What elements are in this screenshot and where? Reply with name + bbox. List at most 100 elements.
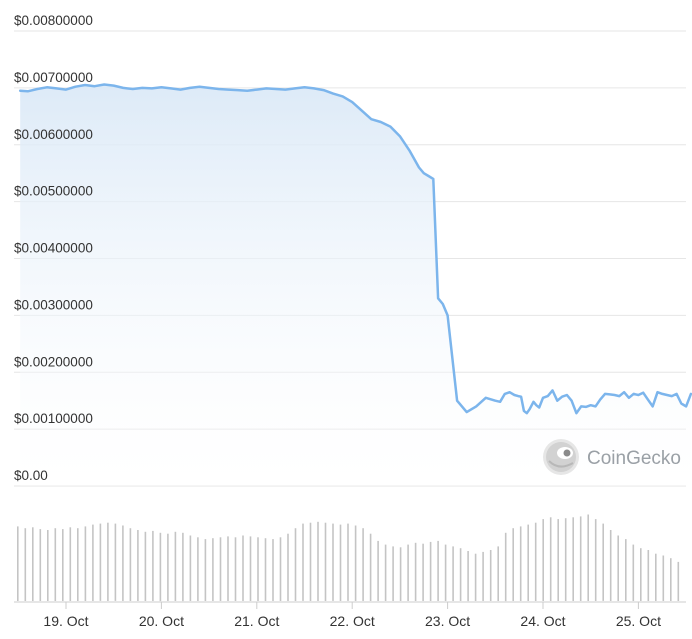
volume-bar bbox=[640, 548, 642, 601]
volume-bar bbox=[99, 523, 102, 601]
volume-bar bbox=[519, 526, 522, 601]
volume-bar bbox=[317, 521, 319, 601]
price-area-fill bbox=[20, 84, 691, 486]
volume-bar bbox=[429, 541, 432, 601]
volume-bar bbox=[452, 546, 454, 601]
x-tick-label: 25. Oct bbox=[616, 613, 661, 629]
volume-bar bbox=[272, 539, 274, 601]
volume-bar bbox=[174, 531, 177, 601]
volume-bar bbox=[54, 528, 57, 601]
volume-bar bbox=[167, 533, 169, 601]
volume-bar bbox=[279, 537, 282, 601]
volume-bar bbox=[354, 525, 357, 601]
volume-bar bbox=[39, 529, 42, 601]
x-tick-label: 20. Oct bbox=[139, 613, 184, 629]
volume-bar bbox=[182, 532, 184, 602]
volume-bar bbox=[32, 527, 34, 601]
volume-bar bbox=[257, 537, 259, 601]
volume-bar bbox=[234, 537, 237, 601]
volume-bar bbox=[189, 535, 192, 601]
volume-bar bbox=[347, 523, 349, 601]
volume-bar bbox=[47, 530, 49, 601]
volume-bar bbox=[459, 548, 462, 601]
volume-bars bbox=[17, 514, 680, 602]
volume-bar bbox=[242, 535, 244, 601]
volume-bar bbox=[534, 522, 537, 601]
y-tick-label: $0.00600000 bbox=[14, 127, 93, 142]
volume-bar bbox=[377, 540, 379, 601]
y-tick-label: $0.00100000 bbox=[14, 411, 93, 426]
y-tick-label: $0.00500000 bbox=[14, 184, 93, 199]
volume-bar bbox=[384, 544, 387, 601]
price-line bbox=[18, 83, 692, 415]
volume-bar bbox=[527, 524, 529, 601]
volume-bar bbox=[564, 518, 567, 601]
volume-bar bbox=[670, 558, 672, 601]
volume-bar bbox=[572, 517, 574, 601]
x-tick-label: 24. Oct bbox=[520, 613, 565, 629]
x-tick-label: 21. Oct bbox=[234, 613, 279, 629]
volume-bar bbox=[294, 528, 297, 601]
volume-bar bbox=[504, 532, 507, 602]
volume-bar bbox=[24, 528, 27, 601]
volume-bar bbox=[655, 553, 657, 601]
volume-bar bbox=[474, 553, 477, 601]
y-tick-label: $0.00200000 bbox=[14, 354, 93, 369]
volume-bar bbox=[579, 516, 582, 601]
y-tick-label: $0.00300000 bbox=[14, 297, 93, 312]
volume-bar bbox=[497, 546, 499, 601]
volume-bar bbox=[77, 528, 79, 601]
coingecko-watermark: CoinGecko bbox=[543, 439, 681, 475]
volume-bar bbox=[137, 530, 139, 601]
volume-bar bbox=[632, 544, 635, 601]
volume-bar bbox=[399, 547, 402, 601]
volume-bar bbox=[249, 536, 252, 601]
volume-bar bbox=[677, 561, 680, 601]
volume-bar bbox=[557, 519, 559, 601]
volume-bar bbox=[227, 536, 229, 601]
volume-bar bbox=[369, 533, 372, 601]
volume-bar bbox=[204, 539, 207, 601]
y-axis: $0.00 $0.00100000 $0.00200000 $0.00300000 $0… bbox=[14, 13, 93, 483]
volume-bar bbox=[144, 531, 147, 601]
x-axis: 19. Oct 20. Oct 21. Oct 22. Oct 23. Oct 24. O… bbox=[43, 602, 661, 629]
volume-bar bbox=[609, 530, 612, 601]
volume-bar bbox=[309, 522, 312, 601]
volume-bar bbox=[197, 537, 199, 601]
volume-bar bbox=[542, 519, 544, 601]
x-tick-label: 22. Oct bbox=[330, 613, 375, 629]
volume-bar bbox=[407, 544, 409, 601]
gecko-logo-icon bbox=[543, 439, 579, 475]
volume-bar bbox=[84, 526, 87, 601]
volume-bar bbox=[362, 528, 364, 601]
volume-bar bbox=[489, 550, 492, 601]
x-tick-label: 23. Oct bbox=[425, 613, 470, 629]
volume-bar bbox=[62, 529, 64, 601]
volume-bar bbox=[339, 524, 342, 601]
y-tick-label: $0.00400000 bbox=[14, 241, 93, 256]
volume-bar bbox=[467, 551, 469, 602]
volume-bar bbox=[219, 537, 222, 601]
volume-bar bbox=[422, 543, 424, 601]
volume-bar bbox=[625, 539, 627, 601]
volume-bar bbox=[302, 523, 304, 601]
volume-bar bbox=[332, 523, 334, 601]
volume-bar bbox=[549, 517, 552, 601]
volume-bar bbox=[602, 523, 604, 601]
volume-bar bbox=[159, 532, 162, 602]
volume-bar bbox=[414, 542, 417, 601]
volume-bar bbox=[129, 528, 132, 601]
volume-bar bbox=[152, 530, 154, 601]
volume-bar bbox=[662, 555, 665, 601]
watermark-text: CoinGecko bbox=[587, 448, 681, 469]
volume-bar bbox=[17, 526, 19, 601]
y-tick-label: $0.00800000 bbox=[14, 13, 93, 28]
volume-bar bbox=[587, 514, 589, 601]
y-tick-label: $0.00 bbox=[14, 468, 48, 483]
y-tick-label: $0.00700000 bbox=[14, 70, 93, 85]
volume-bar bbox=[264, 538, 267, 601]
volume-bar bbox=[92, 524, 94, 601]
volume-bar bbox=[114, 523, 117, 601]
volume-bar bbox=[324, 522, 327, 601]
